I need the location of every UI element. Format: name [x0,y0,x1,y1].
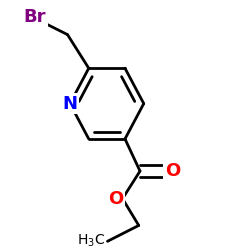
Text: O: O [108,190,124,208]
Text: H$_3$C: H$_3$C [77,233,105,250]
Text: N: N [62,94,78,112]
Text: Br: Br [24,8,46,26]
Text: O: O [165,162,180,180]
